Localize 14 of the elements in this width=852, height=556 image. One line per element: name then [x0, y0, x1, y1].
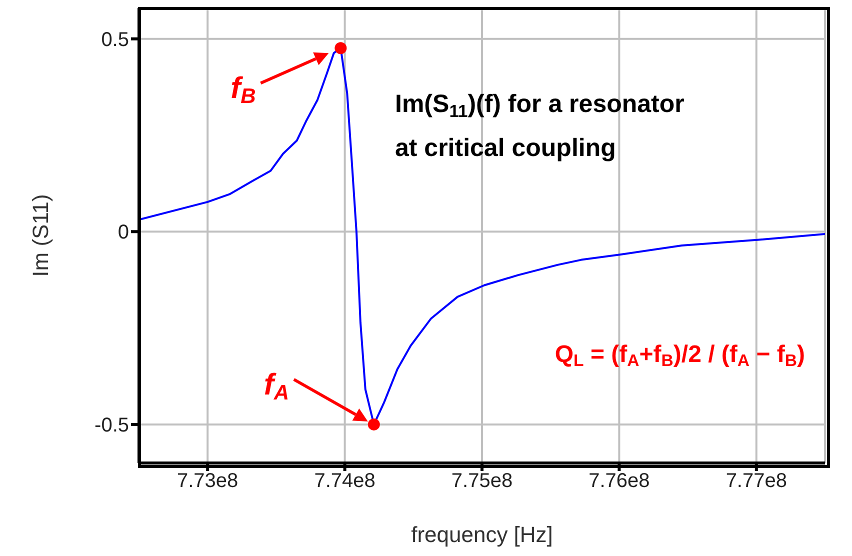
x-tick-label: 7.76e8 [588, 470, 650, 492]
x-tick-label: 7.75e8 [451, 470, 513, 492]
text: Q$_{L}$ = (f$_{A}$+f$_{B}$)/2 / (f$_{A}$ − f$_{B}$) [554, 341, 805, 370]
x-axis-title: frequency [Hz] [411, 522, 553, 547]
x-tick-label: 7.73e8 [177, 470, 238, 492]
y-axis-title: Im (S11) [28, 194, 53, 277]
annotation: Im(S$_{11}$)(f) for a resonator at critical coupling [395, 90, 685, 162]
annotation: f$_{A}$ [264, 368, 290, 405]
annotation: f$_{B}$ [230, 72, 256, 108]
y-tick-label: 0.5 [101, 28, 129, 51]
y-tick-label: 0 [118, 222, 129, 244]
x-tick-label: 7.74e8 [314, 470, 376, 492]
y-tick-label: -0.5 [94, 414, 129, 437]
x-tick-label: 7.77e8 [726, 470, 787, 492]
